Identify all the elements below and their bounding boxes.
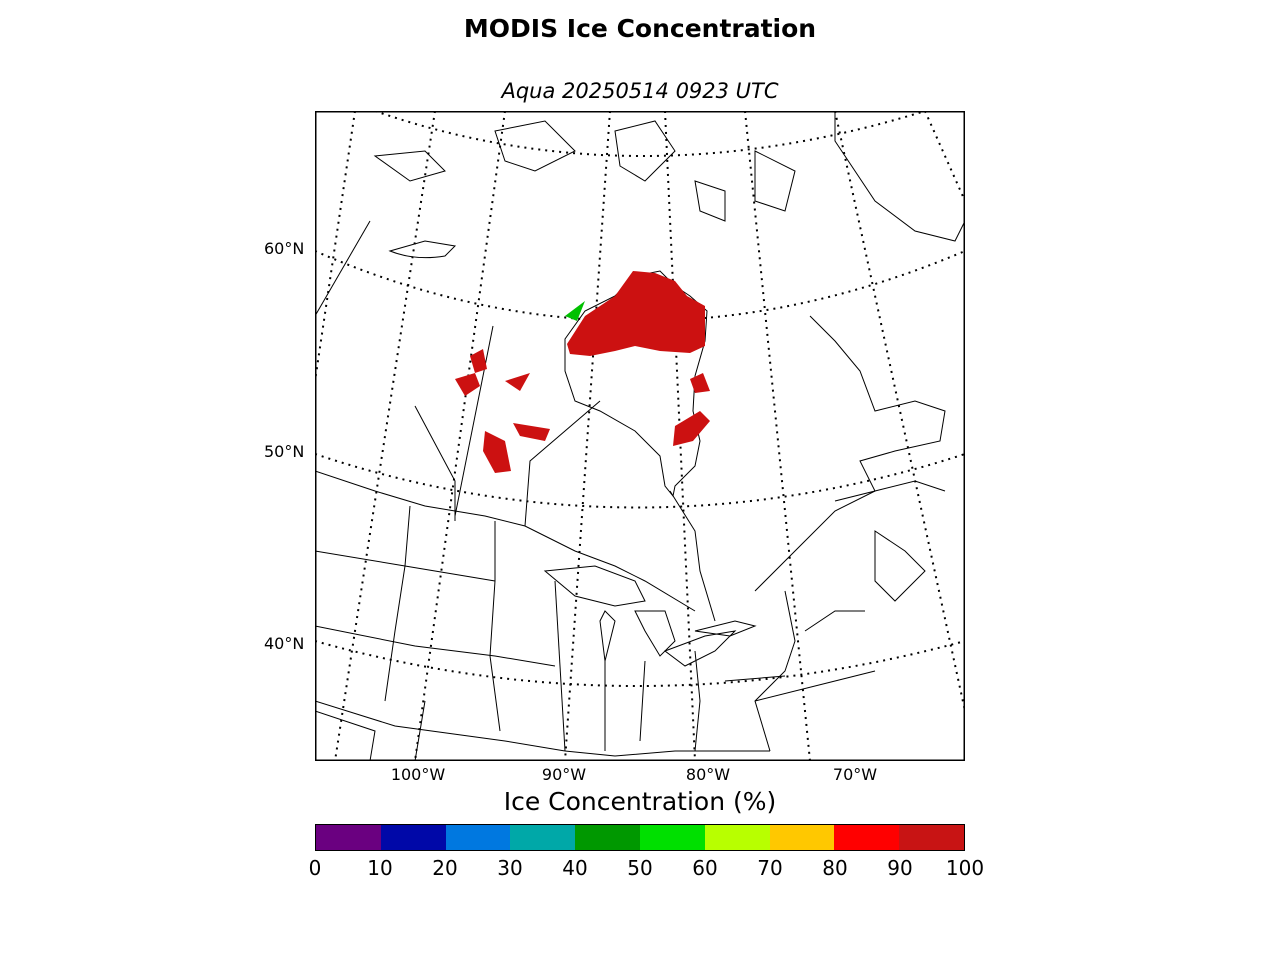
colorbar-tick-label: 0 — [308, 856, 322, 880]
colorbar-tick-label: 50 — [627, 856, 653, 880]
colorbar-segment — [510, 825, 576, 850]
colorbar-tick-label: 90 — [887, 856, 913, 880]
map-border — [315, 111, 965, 761]
colorbar-title: Ice Concentration (%) — [503, 787, 777, 816]
colorbar-segment — [769, 825, 835, 850]
colorbar-segment — [380, 825, 446, 850]
colorbar-tick-label: 10 — [367, 856, 393, 880]
coastlines-and-borders — [315, 111, 965, 761]
map-panel — [315, 111, 965, 761]
lon-label-100w: 100°W — [390, 765, 446, 784]
colorbar-tick-label: 80 — [822, 856, 848, 880]
colorbar-segment — [445, 825, 511, 850]
colorbar-segment — [316, 825, 381, 850]
colorbar-tick-label: 70 — [757, 856, 783, 880]
lat-label-60n: 60°N — [264, 239, 305, 258]
colorbar-segment — [704, 825, 770, 850]
lat-label-50n: 50°N — [264, 442, 305, 461]
colorbar-tick-label: 60 — [692, 856, 718, 880]
colorbar-tick-label: 20 — [432, 856, 458, 880]
graticule-meridians — [315, 111, 965, 761]
colorbar-segment — [899, 825, 964, 850]
ice-concentration-patches — [455, 271, 710, 473]
map-subtitle: Aqua 20250514 0923 UTC — [501, 79, 779, 103]
lon-label-70w: 70°W — [832, 765, 878, 784]
lon-label-80w: 80°W — [685, 765, 731, 784]
colorbar-tick-label: 40 — [562, 856, 588, 880]
colorbar-tick-label: 100 — [945, 856, 985, 880]
map-title: MODIS Ice Concentration — [463, 14, 817, 43]
colorbar-segment — [834, 825, 900, 850]
graticule-parallels — [315, 111, 965, 687]
lon-label-90w: 90°W — [541, 765, 587, 784]
lat-label-40n: 40°N — [264, 634, 305, 653]
colorbar-segment — [639, 825, 705, 850]
colorbar-segment — [575, 825, 640, 850]
colorbar-tick-label: 30 — [497, 856, 523, 880]
colorbar — [315, 824, 965, 851]
